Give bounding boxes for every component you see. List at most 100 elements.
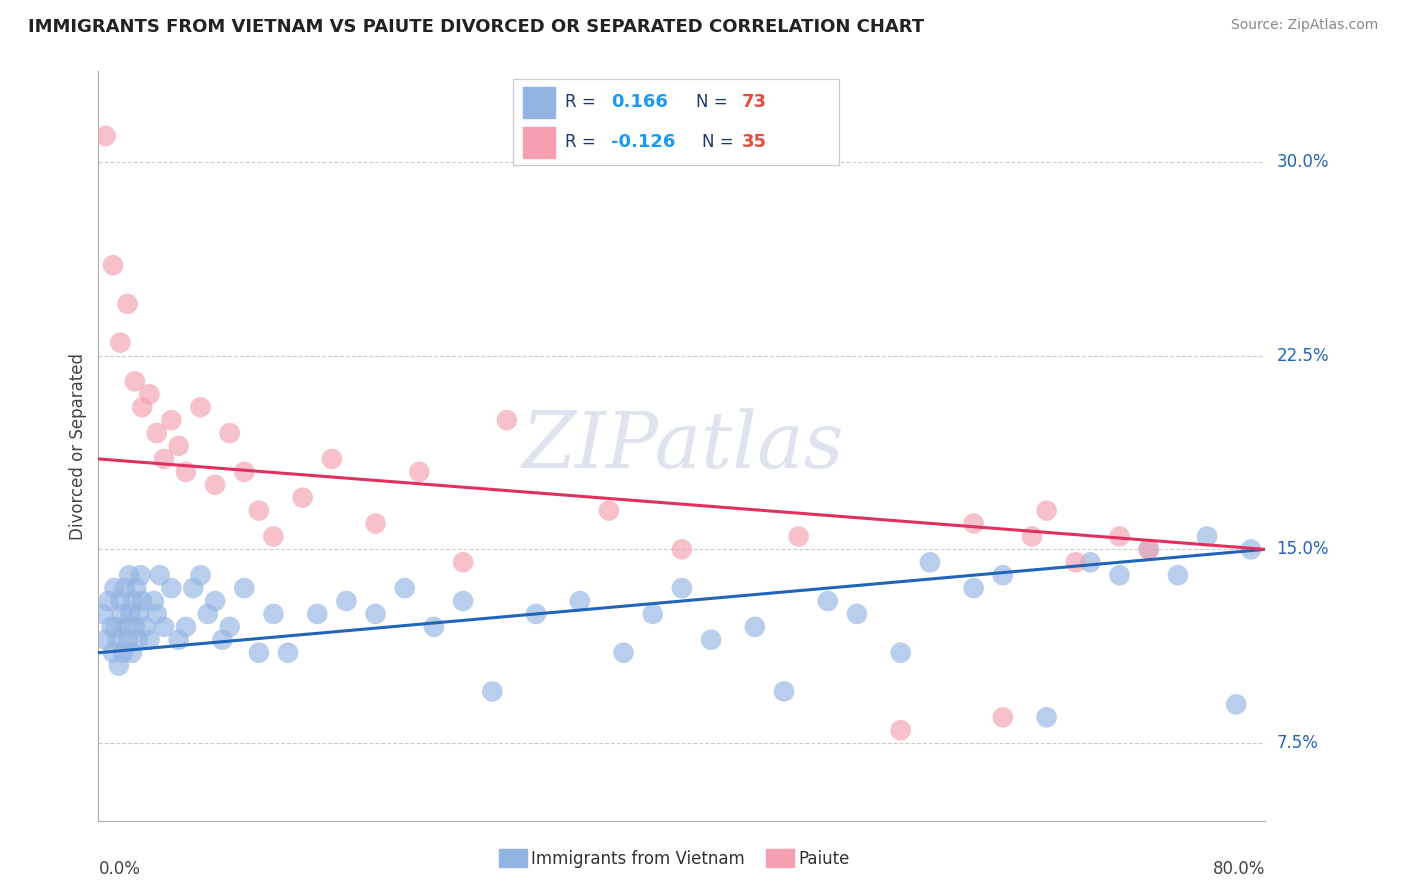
Point bbox=[641, 607, 664, 621]
Point bbox=[124, 620, 146, 634]
Point bbox=[121, 646, 143, 660]
Point bbox=[153, 620, 176, 634]
Point bbox=[568, 594, 591, 608]
Point bbox=[671, 581, 693, 595]
Text: 30.0%: 30.0% bbox=[1277, 153, 1329, 170]
Point bbox=[451, 594, 474, 608]
Point bbox=[112, 646, 135, 660]
Point bbox=[890, 646, 912, 660]
Point bbox=[1021, 529, 1043, 543]
Point bbox=[1035, 503, 1057, 517]
Point bbox=[1225, 698, 1247, 712]
Point bbox=[423, 620, 446, 634]
Point bbox=[1167, 568, 1189, 582]
Point bbox=[174, 465, 197, 479]
Point bbox=[962, 581, 984, 595]
Point bbox=[233, 465, 256, 479]
Text: IMMIGRANTS FROM VIETNAM VS PAIUTE DIVORCED OR SEPARATED CORRELATION CHART: IMMIGRANTS FROM VIETNAM VS PAIUTE DIVORC… bbox=[28, 18, 924, 36]
Point bbox=[167, 439, 190, 453]
Point bbox=[394, 581, 416, 595]
Point bbox=[321, 451, 343, 466]
Point bbox=[100, 620, 122, 634]
Point bbox=[1137, 542, 1160, 557]
Point bbox=[103, 581, 125, 595]
Point bbox=[138, 387, 160, 401]
Point bbox=[481, 684, 503, 698]
Point bbox=[1064, 555, 1087, 569]
Text: 22.5%: 22.5% bbox=[1277, 347, 1329, 365]
Point bbox=[263, 529, 285, 543]
Point bbox=[598, 503, 620, 517]
Point bbox=[962, 516, 984, 531]
Point bbox=[131, 401, 153, 415]
Point bbox=[101, 646, 124, 660]
Point bbox=[1108, 568, 1130, 582]
Point bbox=[153, 451, 176, 466]
Point bbox=[496, 413, 519, 427]
Point bbox=[117, 297, 139, 311]
Point bbox=[128, 607, 150, 621]
Point bbox=[146, 426, 169, 441]
Point bbox=[613, 646, 636, 660]
Point bbox=[127, 632, 149, 647]
Point bbox=[247, 646, 270, 660]
Point bbox=[91, 607, 114, 621]
Point bbox=[846, 607, 869, 621]
Point bbox=[218, 426, 240, 441]
Point bbox=[700, 632, 723, 647]
Point bbox=[671, 542, 693, 557]
Text: ZIPatlas: ZIPatlas bbox=[520, 408, 844, 484]
Point bbox=[181, 581, 204, 595]
Point bbox=[204, 477, 226, 491]
Point bbox=[991, 568, 1014, 582]
Point bbox=[197, 607, 219, 621]
Point bbox=[364, 607, 387, 621]
Point bbox=[114, 581, 136, 595]
Point bbox=[364, 516, 387, 531]
Point bbox=[817, 594, 839, 608]
Point bbox=[94, 128, 117, 143]
Point bbox=[108, 658, 131, 673]
Point bbox=[451, 555, 474, 569]
Point bbox=[138, 632, 160, 647]
Point bbox=[773, 684, 796, 698]
Point bbox=[167, 632, 190, 647]
Point bbox=[1240, 542, 1263, 557]
Point bbox=[149, 568, 172, 582]
Point bbox=[97, 594, 120, 608]
Point bbox=[146, 607, 169, 621]
Point bbox=[110, 594, 132, 608]
Point bbox=[1035, 710, 1057, 724]
Text: 7.5%: 7.5% bbox=[1277, 734, 1319, 752]
Point bbox=[247, 503, 270, 517]
Point bbox=[105, 632, 128, 647]
Point bbox=[160, 413, 183, 427]
Point bbox=[204, 594, 226, 608]
Text: 0.0%: 0.0% bbox=[98, 860, 141, 878]
Point bbox=[104, 620, 127, 634]
Point bbox=[124, 375, 146, 389]
Point bbox=[125, 581, 148, 595]
Point bbox=[131, 594, 153, 608]
Point bbox=[263, 607, 285, 621]
Point bbox=[335, 594, 357, 608]
Text: Source: ZipAtlas.com: Source: ZipAtlas.com bbox=[1230, 18, 1378, 32]
Point bbox=[120, 607, 142, 621]
Point bbox=[160, 581, 183, 595]
Text: Immigrants from Vietnam: Immigrants from Vietnam bbox=[531, 850, 745, 868]
Point bbox=[134, 620, 156, 634]
Point bbox=[122, 594, 145, 608]
Point bbox=[233, 581, 256, 595]
Point bbox=[1137, 542, 1160, 557]
Point bbox=[744, 620, 766, 634]
Point bbox=[142, 594, 165, 608]
Point bbox=[291, 491, 314, 505]
Point bbox=[94, 632, 117, 647]
Point bbox=[890, 723, 912, 738]
Point bbox=[118, 568, 141, 582]
Y-axis label: Divorced or Separated: Divorced or Separated bbox=[69, 352, 87, 540]
Point bbox=[277, 646, 299, 660]
Point bbox=[190, 401, 212, 415]
Point bbox=[1080, 555, 1102, 569]
Point bbox=[218, 620, 240, 634]
